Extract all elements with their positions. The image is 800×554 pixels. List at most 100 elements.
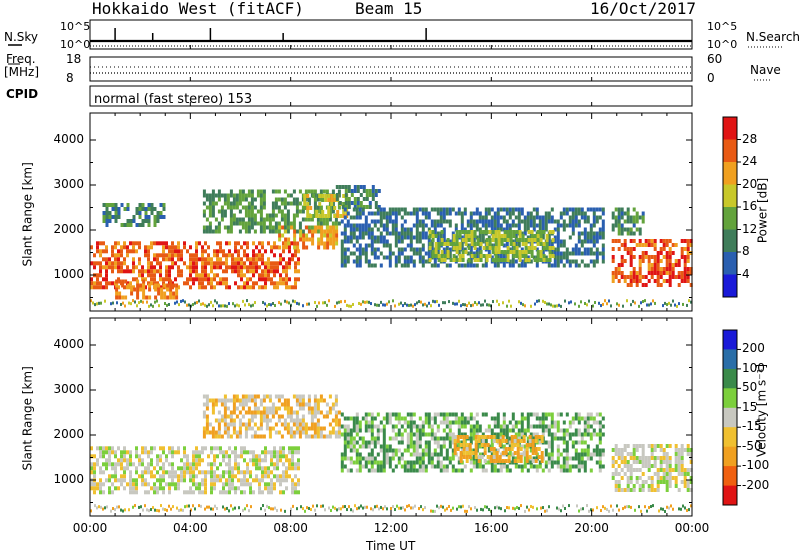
echo-cell (235, 221, 239, 226)
echo-cell (632, 239, 636, 243)
echo-cell (150, 450, 153, 455)
echo-cell (201, 265, 204, 270)
echo-cell (421, 219, 425, 224)
echo-cell (481, 263, 485, 268)
echo-cell (171, 265, 174, 270)
echo-cell (276, 458, 279, 463)
echo-cell (617, 239, 621, 243)
echo-cell (289, 434, 293, 439)
echo-cell (473, 230, 477, 234)
echo-cell (518, 230, 522, 234)
echo-cell (264, 450, 267, 455)
echo-cell (222, 304, 224, 308)
echo-cell (647, 488, 651, 492)
echo-cell (162, 215, 166, 219)
echo-cell (243, 482, 246, 487)
echo-cell (394, 416, 398, 421)
echo-cell (515, 246, 519, 250)
echo-cell (410, 506, 412, 510)
echo-cell (550, 263, 554, 268)
echo-cell (177, 474, 180, 479)
echo-cell (316, 402, 320, 407)
echo-cell (526, 255, 530, 260)
echo-cell (278, 233, 282, 238)
echo-cell (662, 243, 666, 247)
echo-cell (452, 254, 456, 258)
echo-cell (259, 414, 263, 419)
echo-cell (550, 219, 554, 224)
echo-cell (296, 507, 298, 511)
echo-cell (505, 243, 509, 248)
echo-cell (205, 225, 209, 230)
echo-cell (302, 245, 306, 250)
echo-cell (629, 239, 633, 243)
echo-cell (165, 253, 168, 258)
echo-cell (496, 299, 498, 303)
echo-cell (644, 251, 648, 255)
echo-cell (683, 247, 687, 251)
echo-cell (518, 258, 522, 262)
echo-cell (475, 420, 479, 425)
echo-cell (662, 460, 666, 464)
echo-cell (204, 265, 207, 270)
echo-cell (340, 239, 344, 244)
echo-cell (538, 219, 542, 224)
echo-cell (490, 219, 494, 224)
echo-cell (506, 254, 510, 258)
echo-cell (442, 420, 446, 425)
echo-cell (650, 476, 654, 480)
echo-cell (388, 464, 392, 469)
echo-cell (321, 214, 325, 218)
echo-cell (475, 207, 479, 212)
echo-cell (525, 443, 529, 447)
echo-cell (415, 251, 419, 256)
echo-cell (142, 508, 144, 512)
echo-cell (232, 197, 236, 202)
echo-cell (273, 269, 276, 274)
echo-cell (415, 227, 419, 232)
echo-cell (198, 285, 201, 290)
echo-cell (397, 231, 401, 236)
echo-cell (511, 207, 515, 212)
echo-cell (668, 271, 672, 275)
echo-cell (526, 505, 528, 509)
echo-cell (286, 213, 290, 218)
echo-cell (184, 300, 186, 304)
echo-cell (252, 303, 254, 307)
echo-cell (144, 215, 148, 219)
echo-cell (201, 245, 204, 250)
echo-cell (225, 470, 228, 475)
echo-cell (583, 464, 587, 469)
echo-cell (629, 488, 633, 492)
echo-cell (141, 203, 145, 207)
echo-cell (472, 219, 476, 224)
echo-cell (156, 458, 159, 463)
echo-cell (689, 480, 693, 484)
echo-cell (541, 428, 545, 433)
echo-cell (108, 203, 112, 207)
echo-cell (110, 302, 112, 306)
echo-cell (559, 464, 563, 469)
echo-cell (367, 223, 371, 228)
echo-cell (479, 230, 483, 234)
echo-cell (277, 406, 281, 411)
echo-cell (291, 490, 294, 495)
echo-cell (626, 444, 630, 448)
echo-cell (166, 508, 168, 512)
echo-cell (180, 458, 183, 463)
echo-cell (574, 247, 578, 252)
echo-cell (159, 486, 162, 491)
echo-cell (274, 205, 278, 210)
echo-cell (234, 474, 237, 479)
echo-cell (635, 480, 639, 484)
echo-cell (629, 219, 633, 224)
echo-cell (453, 439, 457, 443)
echo-cell (617, 215, 621, 220)
echo-cell (586, 416, 590, 421)
echo-cell (670, 303, 672, 307)
echo-cell (222, 281, 225, 286)
echo-cell (147, 245, 150, 250)
echo-cell (162, 249, 165, 254)
echo-cell (313, 398, 317, 403)
echo-cell (265, 414, 269, 419)
